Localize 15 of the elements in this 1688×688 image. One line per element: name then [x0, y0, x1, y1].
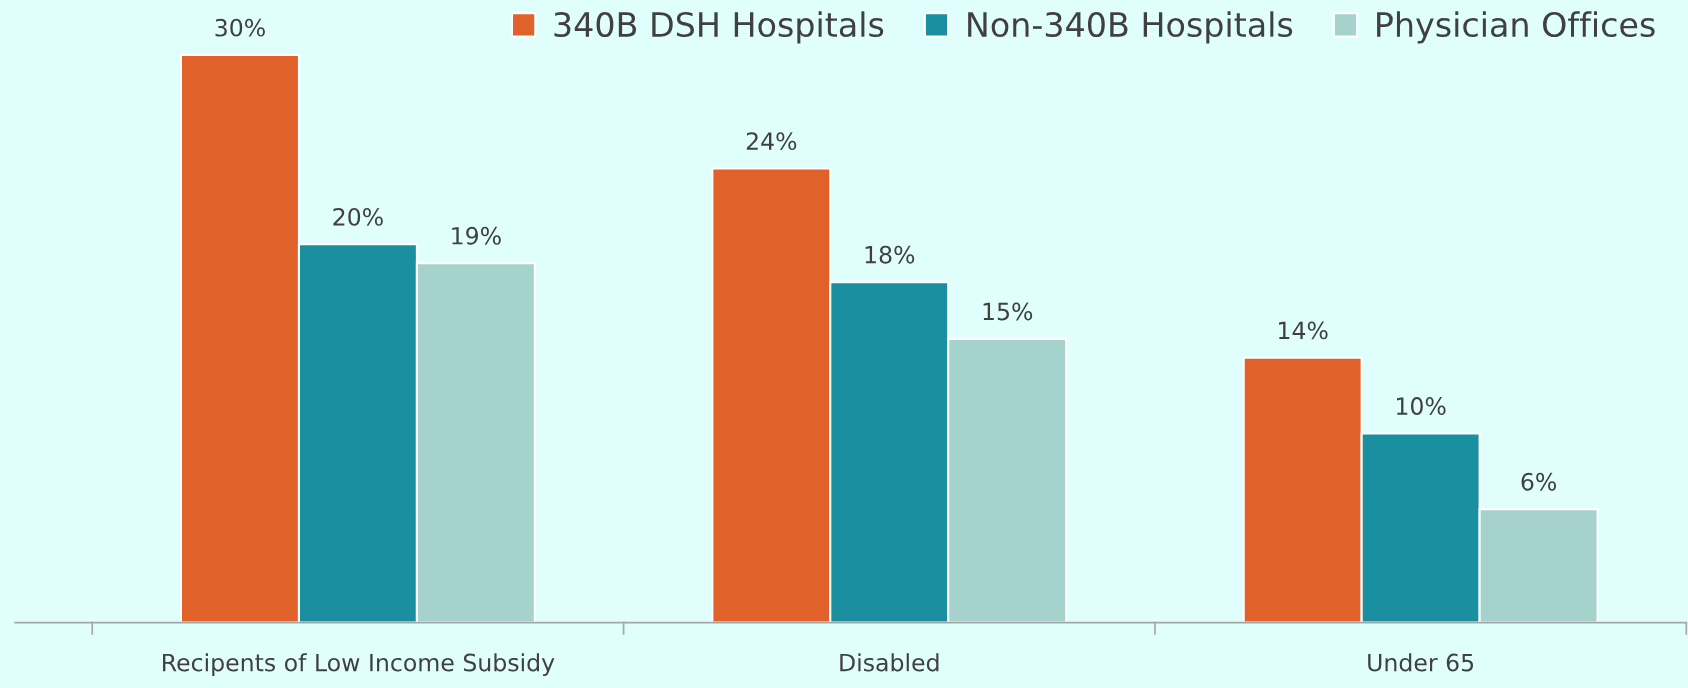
- data-label: 24%: [746, 132, 797, 151]
- legend-label: Non-340B Hospitals: [968, 11, 1293, 44]
- data-label: 30%: [215, 18, 265, 37]
- data-label: 14%: [1279, 321, 1328, 340]
- x-tick-label: Recipents of Low Income Subsidy: [163, 653, 555, 677]
- data-label: 20%: [333, 207, 383, 226]
- data-label: 10%: [1396, 397, 1446, 415]
- legend-label: Physician Offices: [1377, 11, 1655, 44]
- data-label: 18%: [865, 245, 915, 264]
- x-tick-label: Under 65: [1368, 653, 1474, 672]
- legend-label: 340B DSH Hospitals: [554, 11, 884, 44]
- data-label: 19%: [452, 226, 501, 245]
- data-label: 6%: [1521, 472, 1557, 491]
- x-tick-label: Disabled: [840, 653, 939, 672]
- data-label: 15%: [983, 302, 1033, 321]
